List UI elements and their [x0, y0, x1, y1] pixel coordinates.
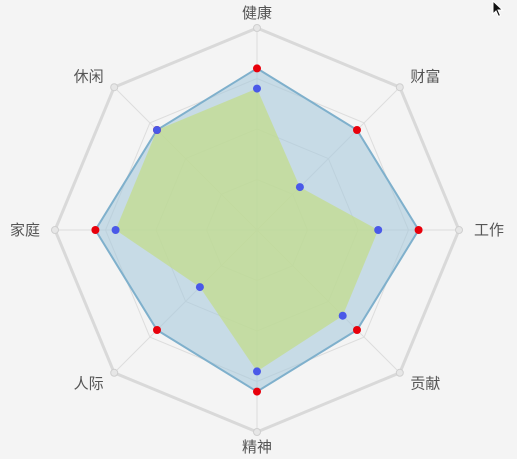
series-2-point-2	[295, 183, 304, 192]
outer-vertex-dot-6	[110, 368, 119, 377]
outer-vertex-dot-4	[395, 368, 404, 377]
axis-label-5: 精神	[242, 438, 272, 456]
axis-label-1: 健康	[242, 4, 272, 22]
series-2-point-7	[111, 226, 120, 234]
axis-label-7: 家庭	[10, 221, 40, 239]
series-1-point-3	[414, 226, 423, 234]
series-2-point-5	[253, 367, 261, 376]
axis-label-8: 休闲	[74, 68, 104, 86]
axis-label-2: 财富	[410, 68, 440, 86]
series-2-point-6	[195, 283, 204, 292]
outer-vertex-dot-1	[253, 24, 261, 32]
series-2-area	[115, 88, 379, 372]
series-1-point-7	[91, 226, 100, 234]
outer-vertex-dot-7	[51, 226, 59, 234]
series-1-point-5	[253, 387, 261, 396]
series-2-point-1	[253, 84, 261, 93]
outer-vertex-dot-5	[253, 428, 261, 436]
mouse-cursor-icon	[492, 0, 504, 18]
series-1-point-4	[353, 326, 361, 334]
outer-vertex-dot-2	[395, 83, 404, 92]
axis-label-6: 人际	[74, 374, 104, 392]
series-2-point-4	[338, 311, 347, 320]
axis-label-4: 贡献	[410, 374, 440, 392]
axis-label-3: 工作	[474, 221, 504, 239]
series-1-point-1	[253, 64, 261, 73]
series-2-point-8	[153, 126, 161, 134]
series-1-point-2	[353, 126, 361, 134]
outer-vertex-dot-3	[455, 226, 463, 234]
outer-vertex-dot-8	[110, 83, 119, 92]
series-2-point-3	[374, 226, 383, 234]
series-1-point-6	[153, 326, 161, 334]
